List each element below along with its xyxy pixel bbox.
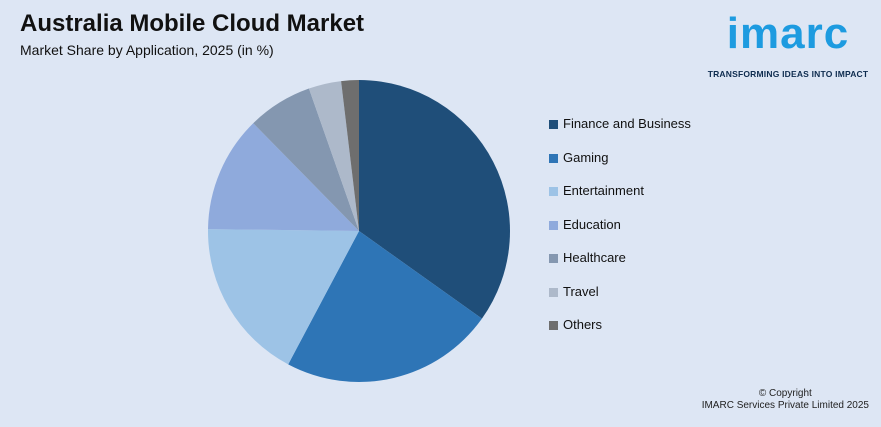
copyright-footer: © Copyright IMARC Services Private Limit… xyxy=(702,388,869,412)
legend-label: Finance and Business xyxy=(563,116,691,131)
copyright-line: © Copyright xyxy=(758,388,812,399)
legend-swatch xyxy=(549,220,558,230)
legend-swatch xyxy=(549,321,558,330)
legend-swatch xyxy=(549,287,558,297)
legend-label: Healthcare xyxy=(563,250,626,265)
imarc-logo: imarc TRANSFORMING IDEAS INTO IMPACT xyxy=(702,6,874,84)
pie-slice-travel xyxy=(308,81,359,231)
legend-item: Education xyxy=(549,217,691,251)
legend-swatch xyxy=(549,187,558,196)
pie-slice-education xyxy=(208,123,359,231)
pie-slice-healthcare xyxy=(253,88,359,231)
logo-wordmark: imarc xyxy=(726,9,850,58)
pie-slice-finance-and-business xyxy=(359,80,510,319)
chart-legend: Finance and Business Gaming Entertainment E… xyxy=(549,116,691,351)
legend-swatch xyxy=(549,120,558,129)
legend-swatch xyxy=(549,153,558,163)
legend-item: Gaming xyxy=(549,150,691,184)
legend-label: Education xyxy=(563,216,621,232)
legend-label: Entertainment xyxy=(563,183,644,198)
legend-item: Finance and Business xyxy=(549,116,691,150)
pie-slice-entertainment xyxy=(207,229,359,365)
legend-item: Others xyxy=(549,317,691,351)
legend-label: Others xyxy=(563,317,603,332)
legend-swatch xyxy=(549,254,558,263)
pie-slice-others xyxy=(341,80,359,231)
legend-label: Gaming xyxy=(563,149,609,165)
legend-label: Travel xyxy=(563,283,599,299)
company-line: IMARC Services Private Limited 2025 xyxy=(701,400,869,411)
legend-item: Entertainment xyxy=(549,183,691,217)
logo-tagline: TRANSFORMING IDEAS INTO IMPACT xyxy=(707,69,869,79)
legend-item: Travel xyxy=(549,284,691,318)
pie-slice-gaming xyxy=(288,231,482,382)
chart-subtitle: Market Share by Application, 2025 (in %) xyxy=(20,42,274,58)
chart-title: Australia Mobile Cloud Market xyxy=(20,10,365,37)
legend-item: Healthcare xyxy=(549,250,691,284)
